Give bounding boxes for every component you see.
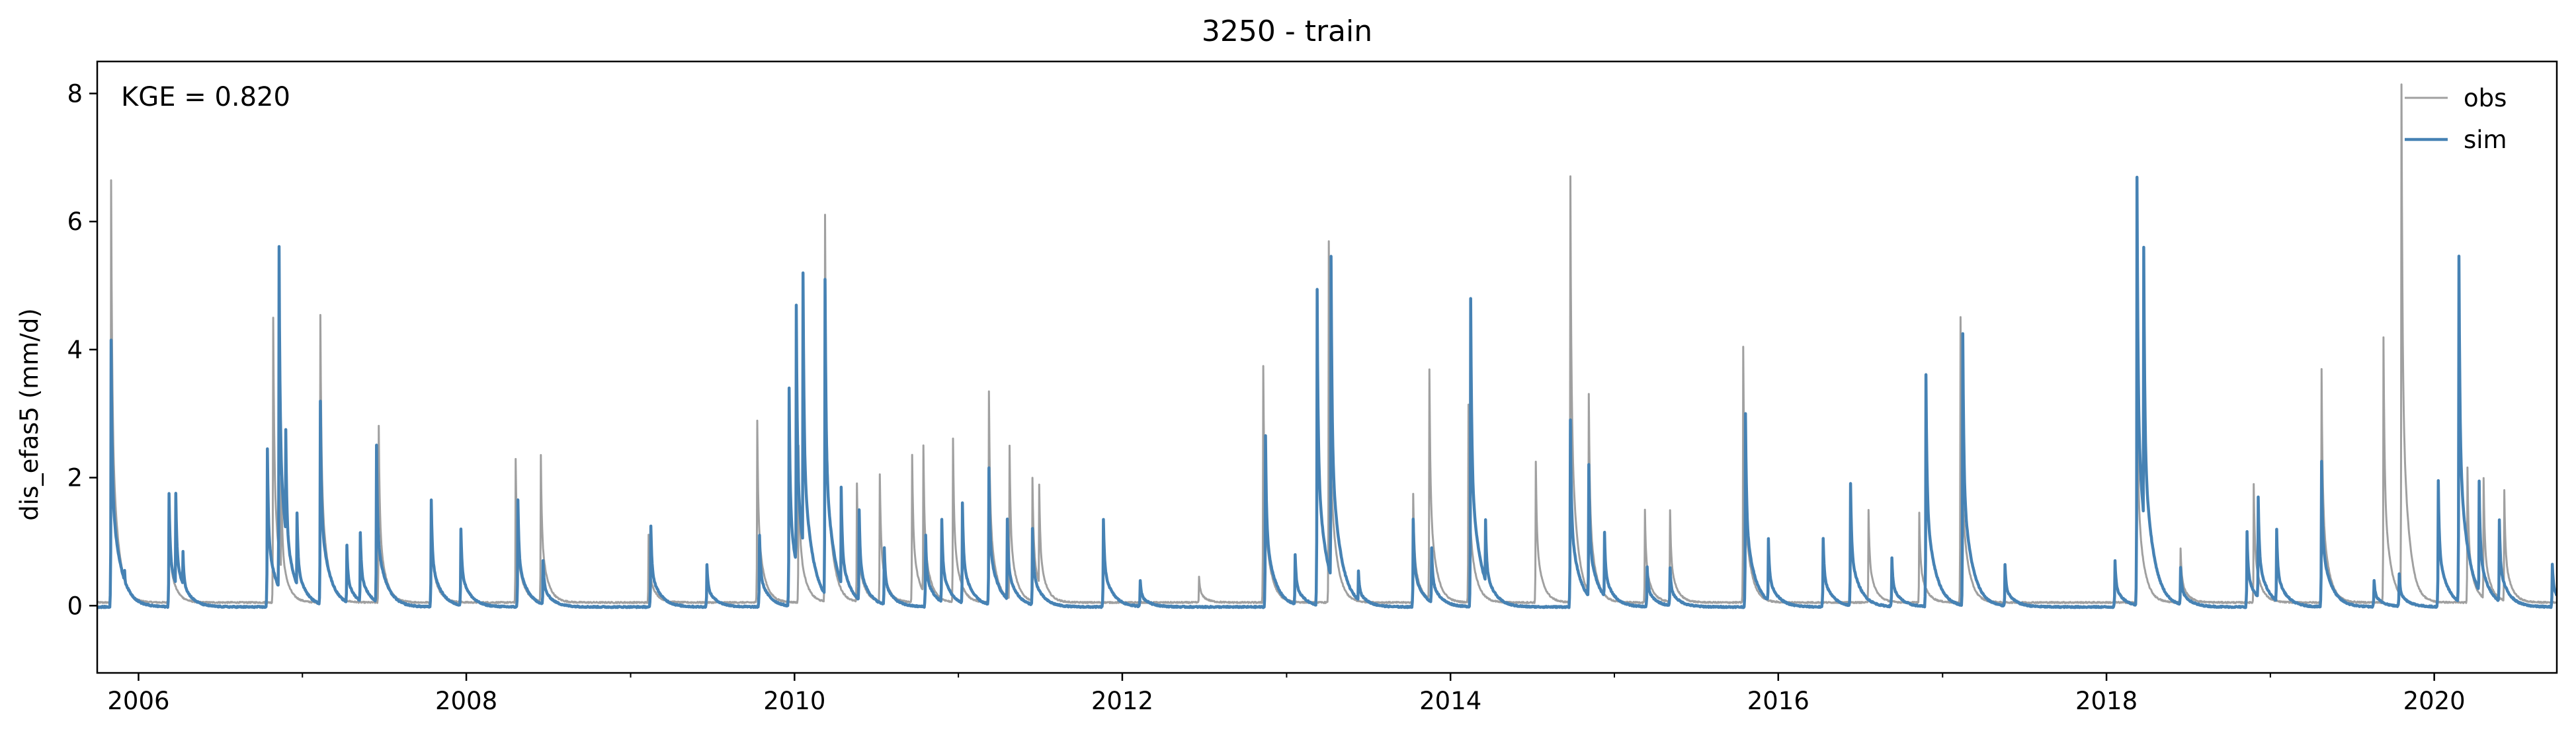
plot-frame <box>96 60 2558 674</box>
x-tick-label: 2020 <box>2403 687 2466 715</box>
x-tick-label: 2014 <box>1419 687 1481 715</box>
legend-sim-label: sim <box>2464 126 2507 154</box>
y-tick-label: 4 <box>67 336 83 364</box>
sim-series <box>97 175 2557 609</box>
x-tick-label: 2012 <box>1091 687 1153 715</box>
x-tick-label: 2010 <box>763 687 825 715</box>
y-tick-label: 6 <box>67 208 83 236</box>
chart-title: 3250 - train <box>1202 15 1372 48</box>
y-tick-label: 0 <box>67 592 83 620</box>
y-axis-label: dis_efas5 (mm/d) <box>15 308 44 521</box>
x-tick-label: 2016 <box>1747 687 1809 715</box>
x-tick-label: 2018 <box>2075 687 2138 715</box>
obs-line <box>97 83 2557 604</box>
axis-ticks: 0 2 4 6 8 2006 2008 2010 2012 2014 2016 2018 2020 <box>67 79 2465 715</box>
legend: obs sim <box>2405 84 2507 154</box>
obs-series <box>97 83 2557 604</box>
y-tick-label: 8 <box>67 79 83 108</box>
legend-obs-label: obs <box>2464 84 2507 112</box>
kge-annotation: KGE = 0.820 <box>121 82 290 112</box>
y-tick-label: 2 <box>67 464 83 492</box>
sim-line <box>97 175 2557 609</box>
x-tick-label: 2008 <box>435 687 497 715</box>
x-tick-label: 2006 <box>107 687 169 715</box>
